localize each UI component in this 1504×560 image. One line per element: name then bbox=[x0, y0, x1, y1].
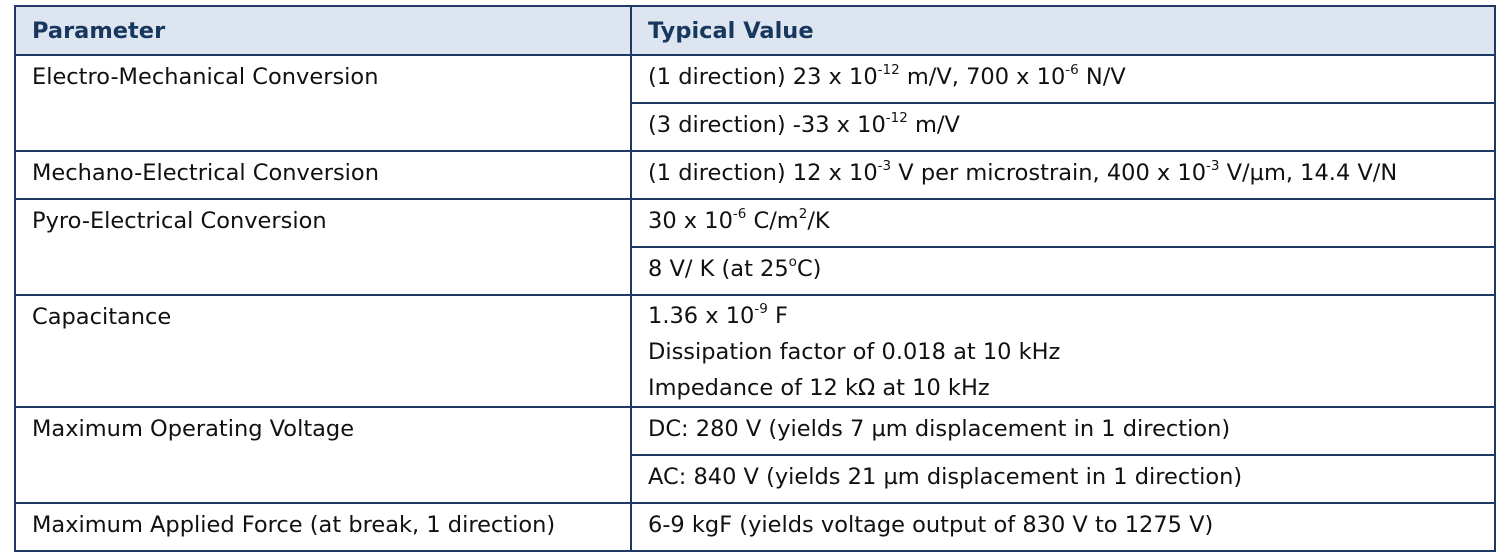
table-row: Maximum Operating Voltage DC: 280 V (yie… bbox=[14, 406, 1496, 504]
value-voltage-ac: AC: 840 V (yields 21 µm displacement in … bbox=[630, 454, 1496, 504]
header-typical-value: Typical Value bbox=[630, 5, 1496, 56]
impedance: Impedance of 12 kΩ at 10 kHz bbox=[648, 375, 990, 401]
param-pyro-electrical: Pyro-Electrical Conversion bbox=[14, 198, 632, 296]
header-parameter: Parameter bbox=[14, 5, 632, 56]
value-pyro-voltage: 8 V/ K (at 25oC) bbox=[630, 246, 1496, 296]
value-electro-3-direction: (3 direction) -33 x 10-12 m/V bbox=[630, 102, 1496, 152]
header-row: Parameter Typical Value bbox=[14, 5, 1496, 56]
table-row: Mechano-Electrical Conversion (1 directi… bbox=[14, 150, 1496, 200]
table-row: 8 V/ K (at 25oC) bbox=[15, 246, 1496, 296]
value-voltage-dc: DC: 280 V (yields 7 µm displacement in 1… bbox=[630, 406, 1496, 456]
param-capacitance: Capacitance bbox=[14, 294, 632, 408]
value-capacitance: 1.36 x 10-9 F Dissipation factor of 0.01… bbox=[630, 294, 1496, 408]
table-row: AC: 840 V (yields 21 µm displacement in … bbox=[15, 454, 1496, 504]
table-row: Maximum Applied Force (at break, 1 direc… bbox=[14, 502, 1496, 552]
param-electro-mechanical: Electro-Mechanical Conversion bbox=[14, 54, 632, 152]
param-max-applied-force: Maximum Applied Force (at break, 1 direc… bbox=[14, 502, 632, 552]
value-pyro-coefficient: 30 x 10-6 C/m2/K bbox=[630, 198, 1496, 248]
param-mechano-electrical: Mechano-Electrical Conversion bbox=[14, 150, 632, 200]
dissipation-factor: Dissipation factor of 0.018 at 10 kHz bbox=[648, 339, 1061, 365]
value-mechano-1-direction: (1 direction) 12 x 10-3 V per microstrai… bbox=[630, 150, 1496, 200]
table-row: Capacitance 1.36 x 10-9 F Dissipation fa… bbox=[14, 294, 1496, 408]
table-row: Electro-Mechanical Conversion (1 directi… bbox=[14, 54, 1496, 152]
table-row: (3 direction) -33 x 10-12 m/V bbox=[15, 102, 1496, 152]
table-row: Pyro-Electrical Conversion 30 x 10-6 C/m… bbox=[14, 198, 1496, 296]
param-max-operating-voltage: Maximum Operating Voltage bbox=[14, 406, 632, 504]
capacitance-value: 1.36 x 10-9 F bbox=[648, 300, 788, 329]
specifications-table: Parameter Typical Value Electro-Mechanic… bbox=[14, 5, 1496, 552]
value-max-applied-force: 6-9 kgF (yields voltage output of 830 V … bbox=[630, 502, 1496, 552]
value-electro-1-direction: (1 direction) 23 x 10-12 m/V, 700 x 10-6… bbox=[630, 54, 1496, 104]
